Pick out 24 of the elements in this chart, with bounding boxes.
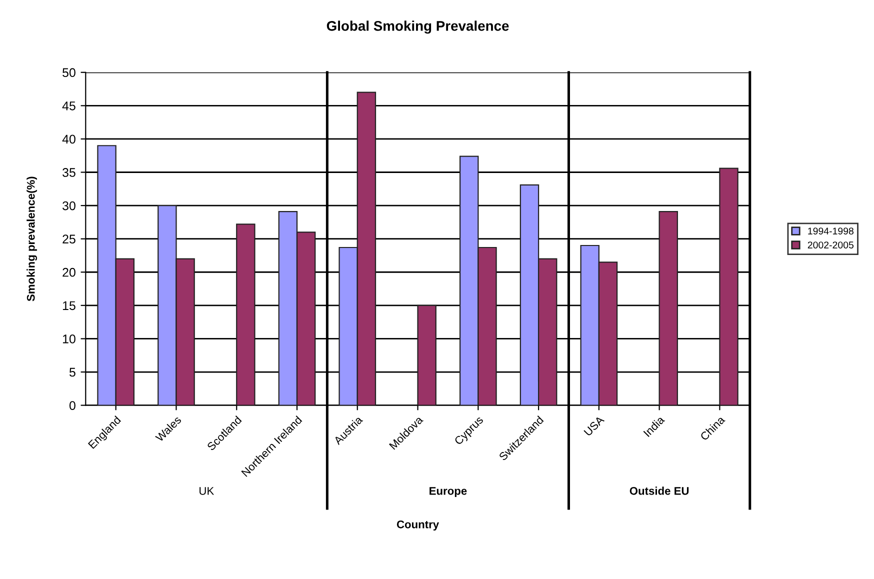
bar xyxy=(719,168,738,406)
text: UK xyxy=(200,487,214,495)
y-tick-label: 35 xyxy=(62,168,76,177)
x-axis-title: Country xyxy=(396,520,440,531)
bar xyxy=(658,210,678,406)
legend-label: 2002-2005 xyxy=(808,242,854,248)
y-tick-label: 20 xyxy=(62,268,76,277)
y-tick-label: 5 xyxy=(69,368,76,377)
text: Outside EU xyxy=(630,486,689,495)
y-tick-label: 50 xyxy=(62,68,76,78)
text: Europe xyxy=(430,487,467,498)
y-tick-label: 45 xyxy=(62,102,76,110)
y-tick-label: 25 xyxy=(62,234,76,244)
bar xyxy=(236,224,256,406)
y-tick-label: 10 xyxy=(62,334,76,344)
y-tick-label: 0 xyxy=(69,401,76,410)
x-tick-label: USA xyxy=(584,415,605,436)
legend-label: 1994-1998 xyxy=(808,228,854,234)
y-tick-label: 40 xyxy=(62,134,76,144)
y-tick-label: 15 xyxy=(62,301,76,310)
y-tick-label: 30 xyxy=(62,201,76,210)
chart-title: Global Smoking Prevalence xyxy=(326,20,509,34)
bar xyxy=(417,304,436,406)
y-axis-title: Smoking prevalence(%) xyxy=(26,176,38,302)
